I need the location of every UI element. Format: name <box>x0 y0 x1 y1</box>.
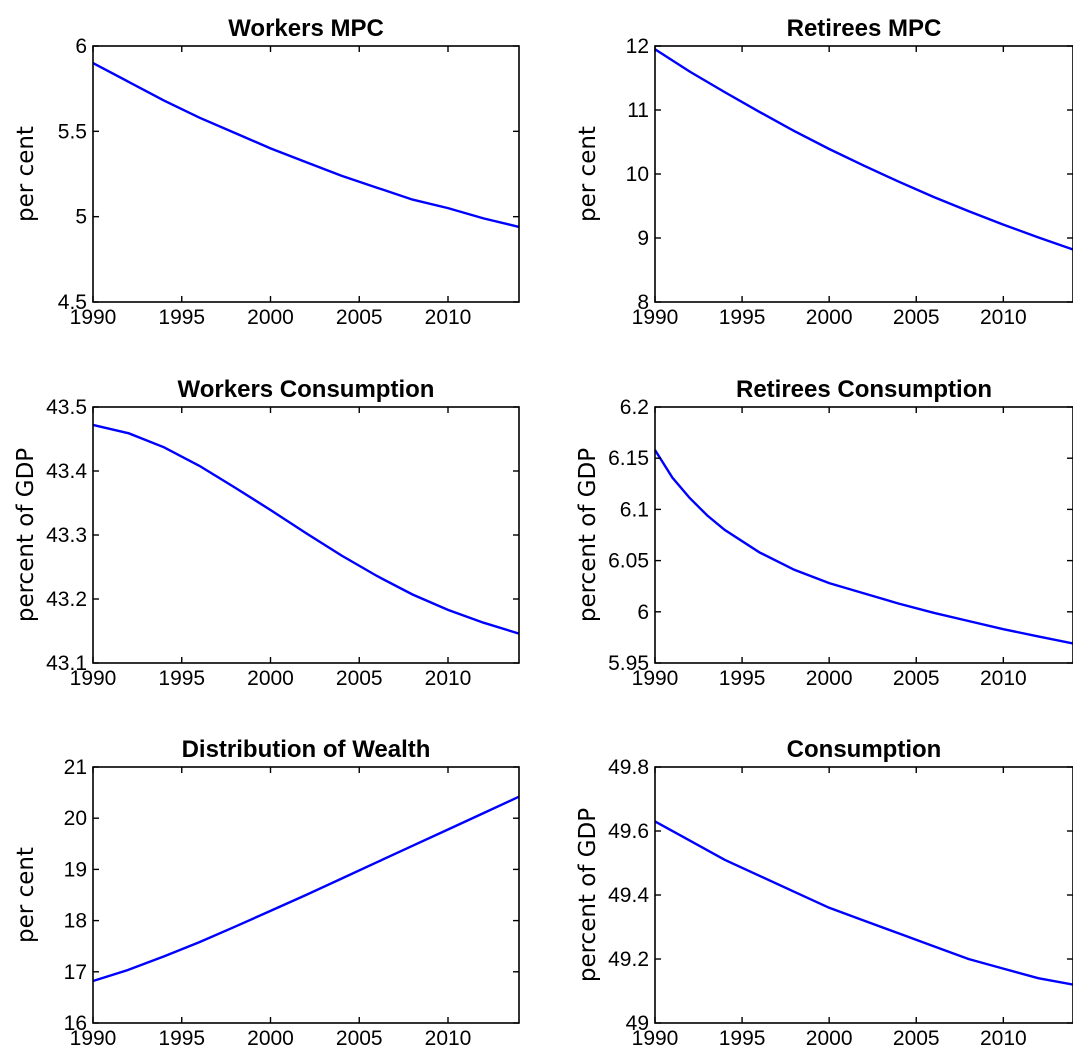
y-axis-label: per cent <box>575 126 601 222</box>
x-tick-label: 2005 <box>893 667 940 690</box>
y-tick-label: 49.4 <box>608 884 649 907</box>
y-tick-label: 11 <box>627 99 649 122</box>
y-axis-label: percent of GDP <box>575 808 601 982</box>
x-tick-label: 2010 <box>425 306 472 329</box>
x-tick-label: 1995 <box>719 306 766 329</box>
y-tick-label: 43.1 <box>46 652 87 675</box>
y-tick-label: 19 <box>64 858 87 881</box>
y-tick-label: 4.5 <box>58 291 87 314</box>
axes-frame <box>654 406 1073 664</box>
y-tick-label: 43.2 <box>46 588 87 611</box>
series-line <box>654 48 1073 251</box>
subplot-5: 1990 1995 2000 2005 2010 16 17 18 19 20 21 Distribu… <box>13 736 520 1050</box>
y-tick-label: 21 <box>64 756 87 779</box>
y-axis-label: per cent <box>13 126 39 222</box>
chart-title: Distribution of Wealth <box>182 736 431 763</box>
x-tick-label: 1995 <box>719 1027 766 1050</box>
x-tick-label: 2000 <box>247 667 294 690</box>
x-tick-label: 2005 <box>336 667 383 690</box>
y-tick-label: 17 <box>64 961 87 984</box>
x-tick-label: 2005 <box>893 1027 940 1050</box>
y-tick-label: 10 <box>626 163 649 186</box>
y-tick-label: 43.5 <box>46 396 87 419</box>
x-tick-label: 2010 <box>980 306 1027 329</box>
series-line <box>92 423 520 635</box>
series-line <box>654 820 1073 986</box>
axes-frame <box>92 45 520 303</box>
y-tick-label: 16 <box>64 1012 87 1035</box>
x-tick-label: 2010 <box>980 667 1027 690</box>
series-line <box>92 62 520 229</box>
subplot-2: 1990 1995 2000 2005 2010 8 9 10 11 12 Retirees MPC… <box>575 15 1073 329</box>
y-tick-label: 6 <box>637 601 649 624</box>
chart-title: Workers Consumption <box>178 376 435 403</box>
series-line <box>92 795 520 983</box>
x-tick-label: 1995 <box>158 667 205 690</box>
y-tick-label: 6.05 <box>608 550 649 573</box>
y-tick-label: 5 <box>75 206 87 229</box>
y-tick-label: 6.2 <box>620 396 649 419</box>
y-tick-label: 6.1 <box>620 498 649 521</box>
axes-frame <box>92 766 520 1024</box>
chart-title: Retirees MPC <box>787 15 942 42</box>
y-tick-label: 9 <box>637 227 649 250</box>
y-axis-label: per cent <box>13 847 39 943</box>
subplot-1: 1990 1995 2000 2005 2010 4.5 5 5.5 6 Workers MPC p… <box>13 15 520 329</box>
x-tick-label: 2005 <box>893 306 940 329</box>
x-tick-label: 1995 <box>158 1027 205 1050</box>
series-line <box>653 449 1073 645</box>
y-tick-label: 6.15 <box>608 447 649 470</box>
y-tick-label: 49 <box>626 1012 649 1035</box>
subplot-4: 1990 1995 2000 2005 2010 5.95 6 6.05 6.1 6.15 6.2 R… <box>575 376 1073 690</box>
y-tick-label: 12 <box>626 35 649 58</box>
x-tick-label: 1995 <box>719 667 766 690</box>
x-tick-label: 2000 <box>806 667 853 690</box>
y-tick-label: 6 <box>75 35 87 58</box>
x-tick-label: 1990 <box>632 306 679 329</box>
x-tick-label: 2010 <box>980 1027 1027 1050</box>
axes-frame <box>654 45 1073 303</box>
x-tick-label: 2010 <box>425 667 472 690</box>
x-tick-label: 2005 <box>336 306 383 329</box>
x-tick-label: 1990 <box>70 667 117 690</box>
x-tick-label: 2005 <box>336 1027 383 1050</box>
x-tick-label: 2000 <box>806 1027 853 1050</box>
chart-title: Workers MPC <box>228 15 384 42</box>
y-tick-label: 49.8 <box>608 756 649 779</box>
x-tick-label: 1995 <box>158 306 205 329</box>
y-axis-label: percent of GDP <box>13 448 39 622</box>
axes-frame <box>654 766 1073 1024</box>
y-tick-label: 5.95 <box>608 652 649 675</box>
y-tick-label: 20 <box>64 807 87 830</box>
subplot-3: 1990 1995 2000 2005 2010 43.1 43.2 43.3 43.4 43.5… <box>13 376 520 690</box>
x-tick-label: 2000 <box>247 1027 294 1050</box>
x-tick-label: 1990 <box>70 306 117 329</box>
y-axis-label: percent of GDP <box>575 448 601 622</box>
y-tick-label: 8 <box>637 291 649 314</box>
chart-title: Consumption <box>787 736 942 763</box>
y-tick-label: 43.4 <box>46 460 87 483</box>
y-tick-label: 43.3 <box>46 524 87 547</box>
y-tick-label: 5.5 <box>58 120 87 143</box>
y-tick-label: 49.2 <box>608 948 649 971</box>
x-tick-label: 1990 <box>632 1027 679 1050</box>
x-tick-label: 1990 <box>632 667 679 690</box>
y-tick-label: 18 <box>64 910 87 933</box>
x-tick-label: 1990 <box>70 1027 117 1050</box>
subplot-6: 1990 1995 2000 2005 2010 49 49.2 49.4 49.6 49.8 Co… <box>575 736 1073 1050</box>
y-tick-label: 49.6 <box>608 820 649 843</box>
x-tick-label: 2000 <box>247 306 294 329</box>
x-tick-label: 2010 <box>425 1027 472 1050</box>
x-tick-label: 2000 <box>806 306 853 329</box>
chart-title: Retirees Consumption <box>736 376 992 403</box>
